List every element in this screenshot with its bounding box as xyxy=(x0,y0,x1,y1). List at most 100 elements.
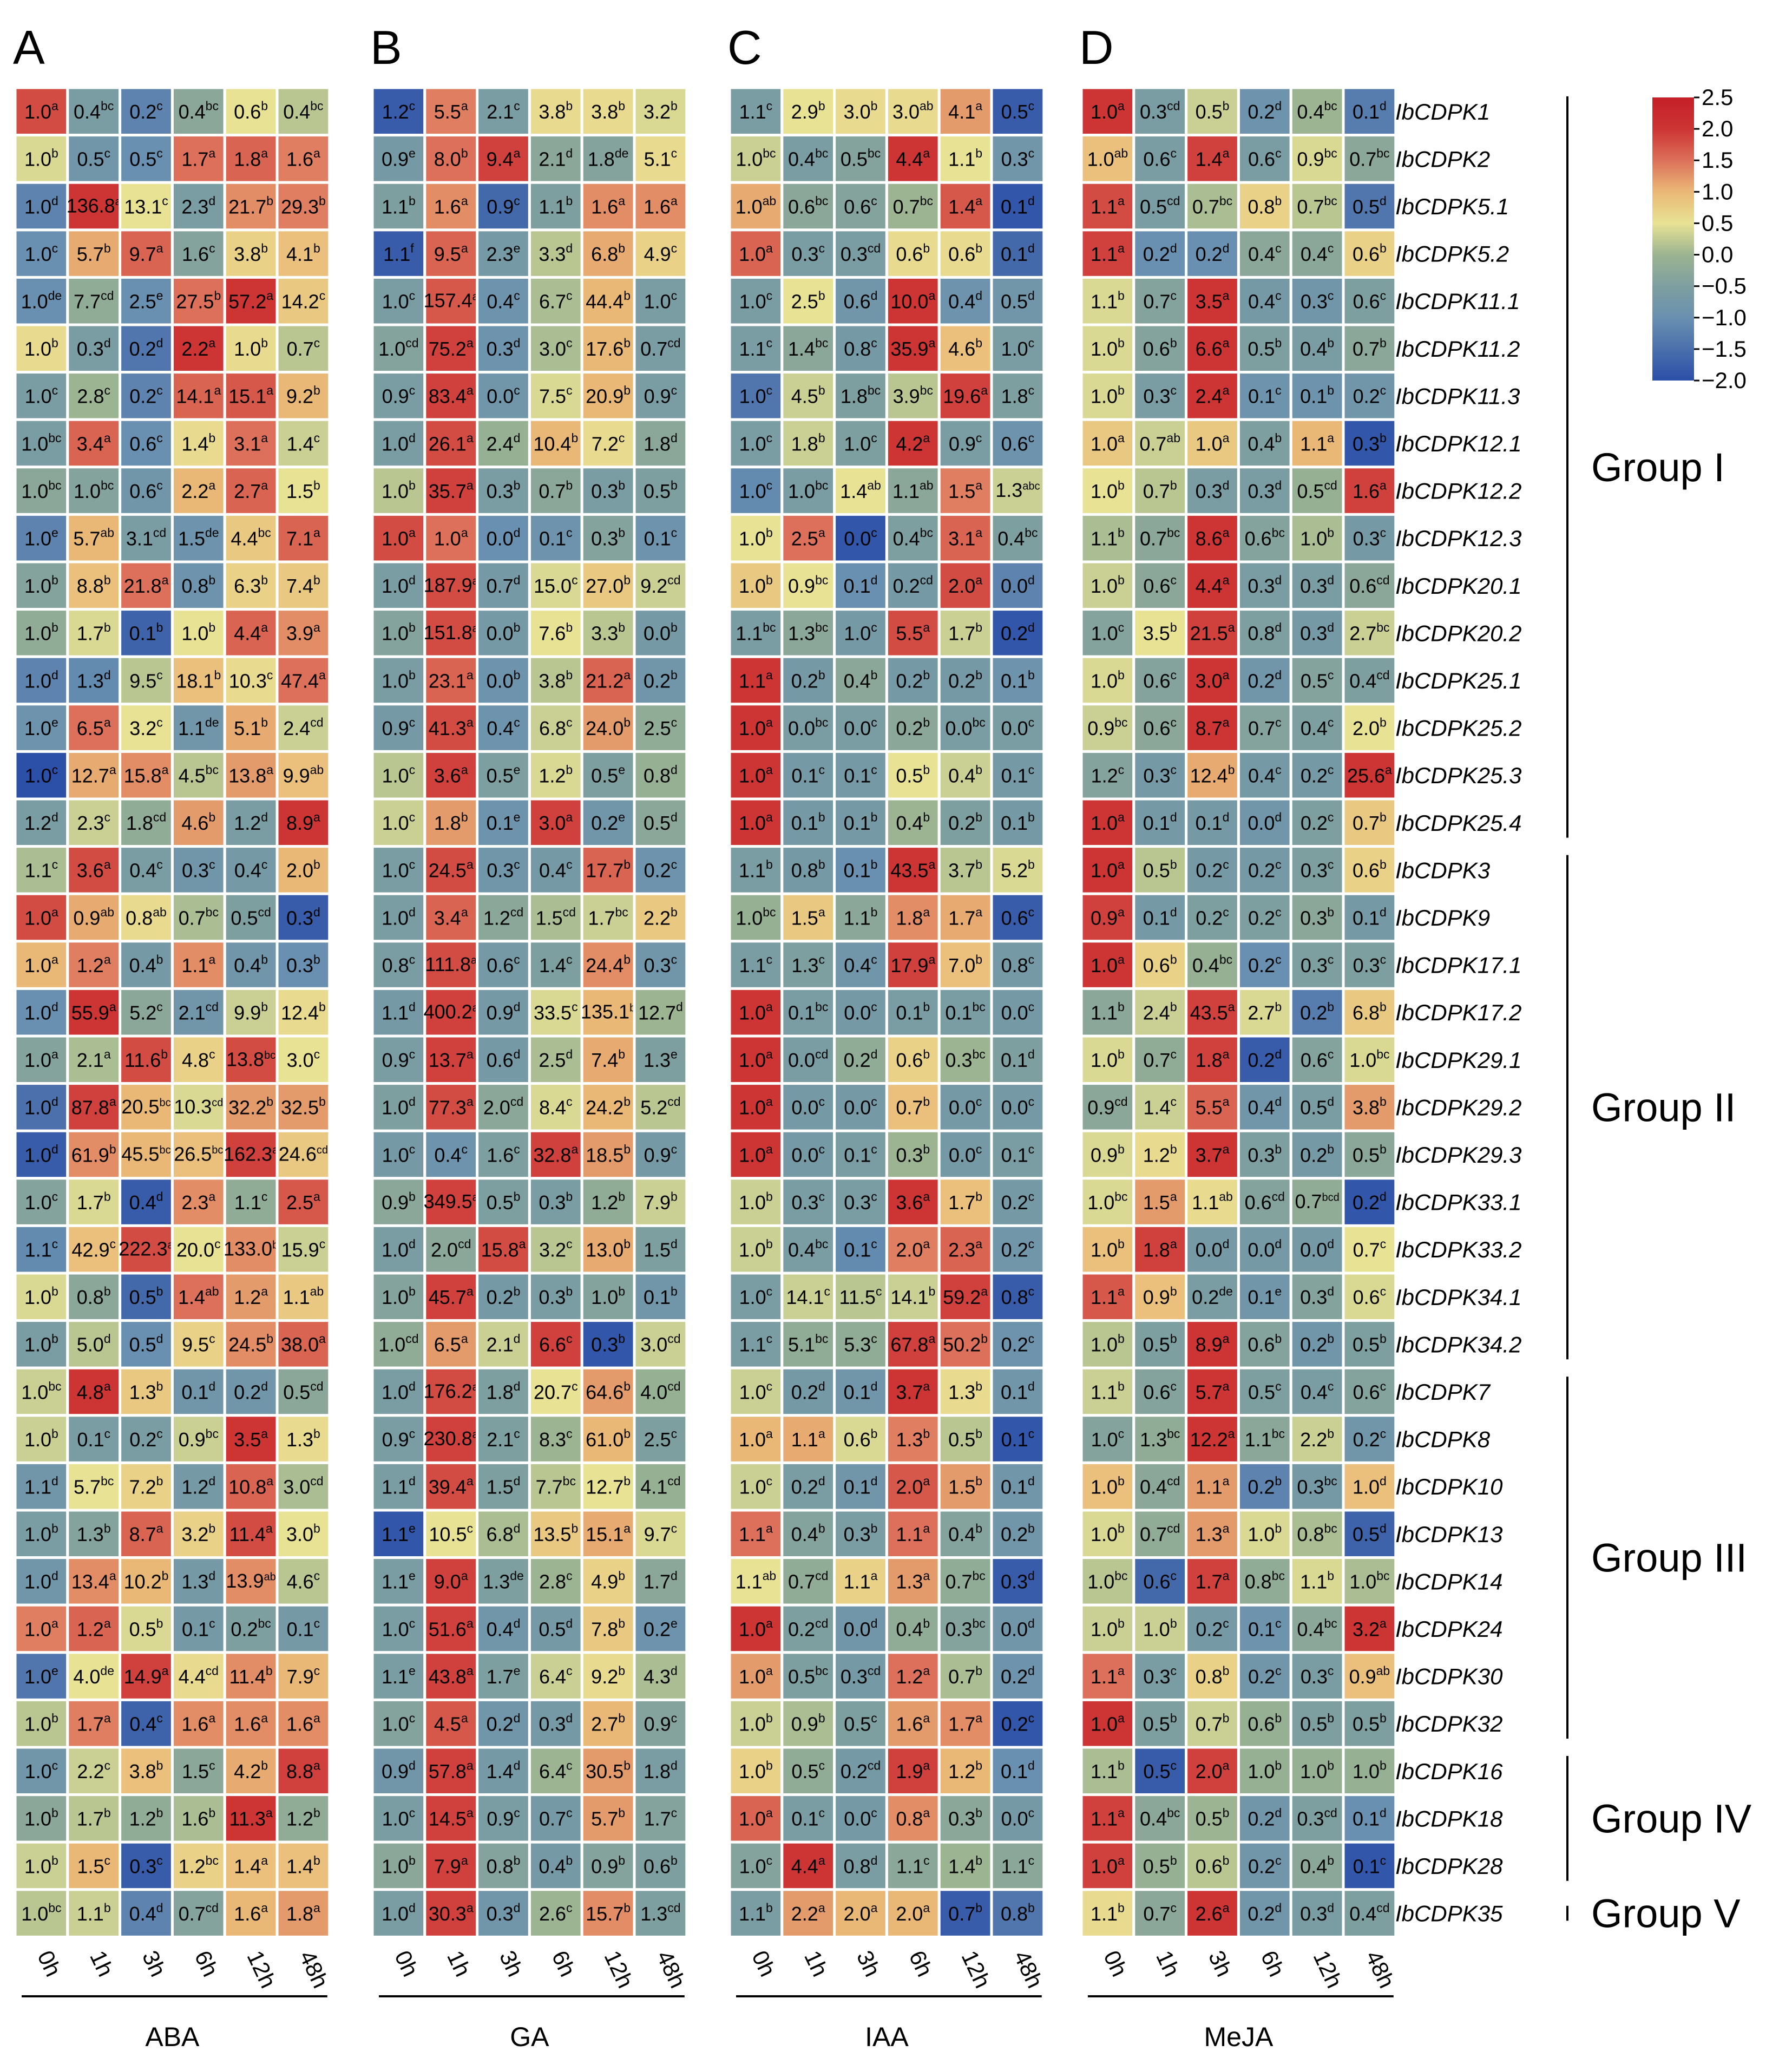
heatmap-cell xyxy=(14,797,69,848)
heatmap-cell xyxy=(14,1651,69,1701)
cell-value: 32.2b xyxy=(228,1094,273,1119)
gene-label: IbCDPK3 xyxy=(1395,857,1490,883)
time-tick-label: 3h xyxy=(1204,1946,1237,1980)
heatmap-cell xyxy=(275,1888,331,1938)
cell-value: 1.8a xyxy=(286,1900,320,1925)
heatmap-cell xyxy=(170,1082,226,1132)
cell-value: 0.5d xyxy=(129,1332,163,1356)
colorbar-tick-label: 0.0 xyxy=(1702,242,1733,267)
cell-value: 11.6b xyxy=(124,1047,168,1072)
time-tick-label: 0h xyxy=(32,1946,66,1980)
heatmap-cell xyxy=(170,1746,226,1797)
gene-label: IbCDPK35 xyxy=(1395,1901,1503,1926)
heatmap-cell xyxy=(170,1888,226,1938)
heatmap-cell xyxy=(223,1603,279,1654)
heatmap-cell xyxy=(223,1651,279,1701)
heatmap-cell xyxy=(223,1034,279,1085)
cell-value: 0.1c xyxy=(182,1616,215,1641)
panel-d: D1.0a 0.3cd 0.5b 0.2d 0.4bc 0.1d1.0ab 0.6c 1.4a… xyxy=(1079,21,1400,2052)
cell-value: 10.4b xyxy=(533,431,578,455)
cell-value: 15.8a xyxy=(124,763,169,787)
gene-label: IbCDPK7 xyxy=(1395,1379,1491,1405)
heatmap-cell xyxy=(528,560,583,611)
heatmap-cell xyxy=(14,892,69,943)
heatmap-cell xyxy=(275,655,331,706)
time-tick-label: 1h xyxy=(1151,1946,1185,1980)
gene-label: IbCDPK12.1 xyxy=(1395,431,1521,456)
heatmap-cell xyxy=(476,276,531,326)
heatmap-cell xyxy=(119,987,174,1038)
cell-value: 55.9a xyxy=(71,1000,116,1024)
heatmap-cell xyxy=(14,1793,69,1844)
heatmap-cell xyxy=(476,134,531,184)
gene-label: IbCDPK34.1 xyxy=(1395,1284,1521,1310)
cell-value: 0.8b xyxy=(77,1284,111,1309)
heatmap-cell xyxy=(223,703,279,753)
gene-label: IbCDPK11.3 xyxy=(1395,383,1520,409)
cell-value: 162.3a xyxy=(224,1143,279,1165)
heatmap-cell xyxy=(275,513,331,563)
time-tick-label: 3h xyxy=(852,1946,885,1980)
cell-value: 32.5b xyxy=(281,1094,326,1119)
heatmap-cell xyxy=(66,892,122,943)
colorbar-tick-label: −2.0 xyxy=(1702,368,1747,393)
heatmap-cell xyxy=(14,1319,69,1369)
heatmap-cell xyxy=(170,1414,226,1464)
heatmap-cell xyxy=(275,323,331,374)
group-label: Group V xyxy=(1591,1891,1741,1936)
time-tick-label: 3h xyxy=(495,1946,528,1980)
treatment-label: IAA xyxy=(865,2022,909,2052)
heatmap-cell xyxy=(66,1603,122,1654)
heatmap-cell xyxy=(223,1271,279,1322)
colorbar-tick-label: −1.5 xyxy=(1702,336,1747,362)
panel-letter: D xyxy=(1079,21,1114,74)
heatmap-cell xyxy=(275,1177,331,1227)
gene-label: IbCDPK16 xyxy=(1395,1759,1503,1784)
heatmap-cell xyxy=(223,1082,279,1132)
cell-value: 18.1b xyxy=(176,668,221,692)
cell-value: 15.9c xyxy=(281,1237,326,1261)
heatmap-cell xyxy=(275,1746,331,1797)
cell-value: 157.4a xyxy=(424,290,479,312)
heatmap-cell xyxy=(223,750,279,801)
heatmap-cell xyxy=(14,228,69,279)
heatmap-cell xyxy=(14,1414,69,1464)
heatmap-cell xyxy=(170,134,226,184)
heatmap-cell xyxy=(14,513,69,563)
heatmap-cell xyxy=(275,1034,331,1085)
heatmap-cell xyxy=(170,655,226,706)
cell-value: 1.0a xyxy=(24,99,58,123)
cell-value: 1.8cd xyxy=(126,810,166,835)
heatmap-cell xyxy=(371,371,426,421)
cell-value: 10.8a xyxy=(228,1474,273,1498)
cell-value: 1.1f xyxy=(383,241,414,265)
heatmap-cell xyxy=(633,228,688,279)
heatmap-cell xyxy=(14,940,69,990)
heatmap-cell xyxy=(275,1509,331,1559)
heatmap-cell xyxy=(275,608,331,658)
heatmap-cell xyxy=(170,1129,226,1180)
heatmap-cell xyxy=(371,181,426,232)
gene-labels: IbCDPK1 IbCDPK2 IbCDPK5.1 IbCDPK5.2 IbCDPK11… xyxy=(1395,99,1521,1926)
heatmap-cell xyxy=(223,181,279,232)
cell-value: 1.0b xyxy=(24,1522,58,1546)
heatmap-cell xyxy=(119,513,174,563)
heatmap-cell xyxy=(580,513,636,563)
time-tick-label: 1h xyxy=(85,1946,119,1980)
cell-value: 20.0c xyxy=(176,1237,221,1261)
cell-value: 13.1c xyxy=(124,194,168,218)
heatmap-cell xyxy=(633,560,688,611)
gene-label: IbCDPK34.2 xyxy=(1395,1332,1521,1357)
cell-value: 61.9b xyxy=(71,1142,116,1166)
cell-value: 0.5cd xyxy=(231,905,271,929)
cell-value: 27.0b xyxy=(586,573,631,598)
cell-value: 3.1a xyxy=(234,431,268,455)
group-label: Group II xyxy=(1591,1085,1736,1130)
heatmap-cell xyxy=(119,1319,174,1369)
heatmap-cell xyxy=(119,845,174,895)
cell-value: 13.8a xyxy=(228,763,273,787)
heatmap-cell xyxy=(66,1177,122,1227)
cell-value: 7.1a xyxy=(286,526,320,550)
heatmap-cell xyxy=(170,750,226,801)
